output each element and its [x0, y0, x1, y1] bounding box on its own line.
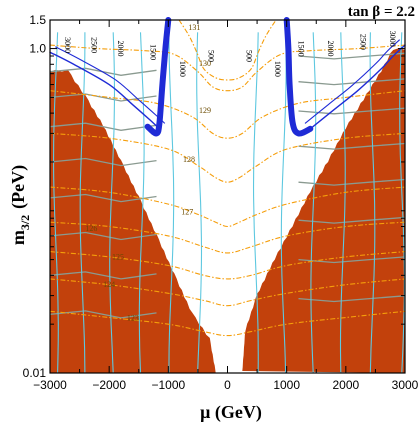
higgs-contour-label: 123: [127, 314, 139, 323]
gray-contour-left: [49, 231, 157, 241]
x-tick-label: −1000: [151, 378, 185, 392]
chargino-contour-label: 2000: [116, 41, 125, 57]
chargino-contour-3000: [53, 32, 59, 374]
x-tick-label: 3000: [392, 378, 419, 392]
blue-curves: [49, 17, 406, 137]
chargino-contour-label: 2500: [359, 34, 368, 50]
y-tick-label: 1.5: [29, 13, 46, 27]
higgs-mass-contours: [49, 19, 406, 337]
chargino-contour-500: [196, 32, 203, 374]
chargino-contour-label: 1000: [273, 61, 282, 77]
chargino-contour-label: 3000: [63, 37, 72, 53]
chargino-contour-1500: [138, 32, 145, 374]
higgs-contour-131: [178, 19, 277, 81]
chargino-contour-label: 2500: [89, 37, 98, 53]
higgs-contour-label: 129: [199, 106, 211, 115]
blue-curve: [55, 46, 166, 124]
axis-ticks: −3000 −2000 −1000 0 1000 2000 3000 0.01 1.0 1.5: [23, 13, 419, 392]
chargino-contour-label: 1500: [149, 44, 158, 60]
blue-curve: [144, 17, 172, 137]
chargino-contour-2500: [79, 32, 86, 374]
gray-contour-right: [298, 78, 406, 86]
y-axis-title-main: m: [8, 230, 28, 245]
higgs-contour-123: [49, 310, 406, 337]
x-tick-label: 2000: [332, 378, 359, 392]
chargino-contour-3000: [399, 32, 405, 374]
gray-contour-left: [49, 122, 157, 131]
higgs-contour-label: 125: [112, 253, 124, 262]
y-axis-title-group: m3/2 (PeV): [8, 165, 32, 245]
chargino-contour-label: 500: [244, 50, 253, 62]
gray-contour-right: [298, 107, 406, 115]
x-tick-label: 1000: [273, 378, 300, 392]
y-axis-title-unit: (PeV): [8, 165, 29, 209]
chargino-contour-label: 1000: [178, 61, 187, 77]
x-axis-title: μ (GeV): [200, 402, 262, 423]
higgs-contour-130: [49, 44, 406, 92]
gray-contour-right: [298, 52, 406, 60]
gray-contour-left: [49, 271, 157, 280]
gray-contours: [49, 52, 406, 319]
higgs-contour-label: 124: [103, 280, 115, 289]
y-axis-title: m3/2 (PeV): [8, 165, 32, 245]
gray-contour-left: [49, 157, 157, 167]
y-tick-label: 0.01: [23, 366, 47, 380]
panel-label: tan β = 2.2: [348, 4, 415, 20]
gray-contour-right: [298, 216, 406, 224]
chargino-contour-1000: [168, 32, 175, 374]
higgs-contour-125: [49, 251, 406, 280]
chargino-contour-1000: [280, 32, 287, 374]
excluded-region: [50, 69, 216, 373]
y-axis-title-sub: 3/2: [18, 215, 32, 230]
chargino-contour-label: 1500: [297, 41, 306, 57]
higgs-contour-127: [49, 186, 406, 228]
blue-curve: [49, 51, 161, 130]
blue-curve: [309, 44, 406, 130]
higgs-contour-126: [49, 221, 406, 254]
higgs-contour-label: 131: [188, 23, 200, 32]
blue-curve: [304, 39, 401, 124]
gray-contour-left: [49, 193, 157, 203]
chargino-contour-label: 500: [207, 50, 216, 62]
higgs-contour-label: 126: [85, 224, 97, 233]
gray-contour-left: [49, 93, 157, 102]
higgs-contour-label: 127: [181, 207, 193, 216]
higgs-contour-label: 128: [183, 155, 195, 164]
gray-contour-right: [298, 295, 406, 303]
contour-labels: 131 130 129 128 127 126 125 124 123 3000 2500 2000 1…: [63, 23, 397, 323]
x-tick-label: 0: [224, 378, 231, 392]
blue-curve: [283, 17, 314, 137]
higgs-contour-124: [49, 278, 406, 307]
gray-contour-right: [298, 178, 406, 186]
x-tick-label: −2000: [92, 378, 126, 392]
chargino-contour-500: [252, 32, 259, 374]
higgs-contour-label: 130: [199, 59, 211, 68]
chargino-contour-label: 2000: [326, 41, 335, 57]
x-tick-label: −3000: [33, 378, 67, 392]
y-tick-label: 1.0: [29, 42, 46, 56]
chargino-contour-label: 3000: [388, 31, 397, 47]
plot-area: 131 130 129 128 127 126 125 124 123 3000 2500 2000 1…: [49, 17, 406, 374]
chargino-contour-2500: [369, 32, 376, 374]
chargino-contour-2000: [339, 32, 346, 374]
higgs-contour-129: [49, 90, 406, 139]
chargino-contour-1500: [310, 32, 317, 374]
gray-contour-right: [298, 142, 406, 150]
